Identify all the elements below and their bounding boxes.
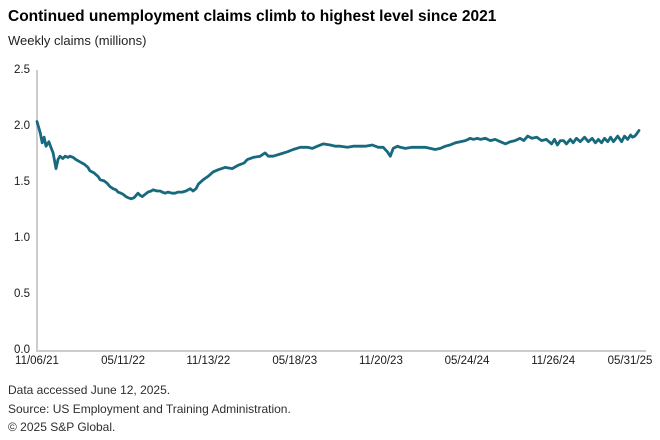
claims-line-chart: 2.5 2.0 1.5 1.0 0.5 0.0 11/06/21 05/11/22 11/13… [14, 64, 653, 367]
y-tick-label: 1.0 [14, 232, 30, 244]
plot-area [35, 120, 641, 201]
y-axis-line [36, 70, 38, 352]
footnote-source: Source: US Employment and Training Admin… [8, 401, 291, 416]
y-tick-label: 0.5 [14, 288, 30, 300]
y-tick-label: 1.5 [14, 176, 30, 188]
x-tick-label: 05/31/25 [607, 355, 653, 367]
x-tick-label: 11/20/23 [358, 355, 403, 367]
claims-line [35, 120, 641, 201]
x-tick-label: 11/13/22 [186, 355, 231, 367]
y-tick-label: 2.0 [14, 120, 30, 132]
x-tick-label: 11/26/24 [531, 355, 576, 367]
chart-title: Continued unemployment claims climb to h… [8, 8, 497, 25]
x-tick-label: 05/24/24 [444, 355, 490, 367]
x-tick-label: 05/11/22 [101, 355, 146, 367]
x-axis-line [36, 350, 646, 352]
x-tick-label: 11/06/21 [15, 355, 59, 367]
chart-footnotes: Data accessed June 12, 2025. Source: US … [8, 381, 291, 437]
y-tick-label: 0.0 [14, 344, 30, 356]
chart-subtitle: Weekly claims (millions) [8, 33, 147, 48]
y-tick-label: 2.5 [14, 64, 30, 76]
footnote-copyright: © 2025 S&P Global. [8, 420, 116, 434]
footnote-data-accessed: Data accessed June 12, 2025. [8, 383, 171, 397]
x-tick-label: 05/18/23 [272, 355, 318, 367]
